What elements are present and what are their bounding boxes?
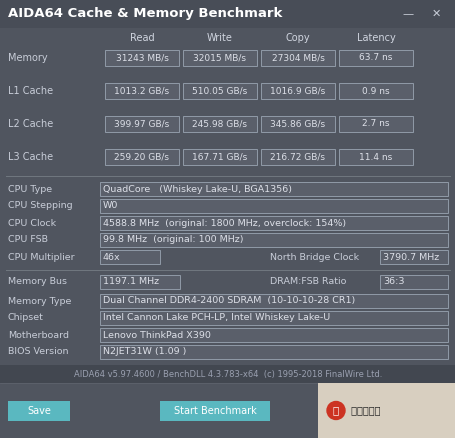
Bar	[100, 182, 447, 196]
Text: L3 Cache: L3 Cache	[8, 152, 53, 162]
Text: Start Benchmark: Start Benchmark	[173, 406, 256, 416]
Text: L2 Cache: L2 Cache	[8, 119, 53, 129]
Bar	[379, 250, 447, 264]
Text: AIDA64 Cache & Memory Benchmark: AIDA64 Cache & Memory Benchmark	[8, 7, 282, 21]
Text: ✕: ✕	[431, 9, 440, 19]
Bar	[260, 50, 334, 66]
Text: North Bridge Clock: North Bridge Clock	[269, 252, 359, 261]
Bar	[100, 216, 447, 230]
Text: 31243 MB/s: 31243 MB/s	[115, 53, 168, 63]
Text: —: —	[401, 9, 412, 19]
Bar	[105, 116, 179, 132]
Bar	[338, 116, 412, 132]
Text: 259.20 GB/s: 259.20 GB/s	[114, 152, 169, 162]
Text: 1016.9 GB/s: 1016.9 GB/s	[270, 86, 325, 95]
Text: Dual Channel DDR4-2400 SDRAM  (10-10-10-28 CR1): Dual Channel DDR4-2400 SDRAM (10-10-10-2…	[103, 297, 354, 305]
Bar	[182, 116, 257, 132]
Text: 399.97 GB/s: 399.97 GB/s	[114, 120, 169, 128]
Bar	[100, 311, 447, 325]
Text: 1197.1 MHz: 1197.1 MHz	[103, 278, 159, 286]
Text: Memory: Memory	[8, 53, 47, 63]
Bar	[260, 83, 334, 99]
Bar	[105, 50, 179, 66]
Text: Motherboard: Motherboard	[8, 331, 69, 339]
Text: 3790.7 MHz: 3790.7 MHz	[382, 252, 438, 261]
Text: 245.98 GB/s: 245.98 GB/s	[192, 120, 247, 128]
Text: 216.72 GB/s: 216.72 GB/s	[270, 152, 325, 162]
Text: Latency: Latency	[356, 33, 394, 43]
Bar	[182, 149, 257, 165]
Text: 345.86 GB/s: 345.86 GB/s	[270, 120, 325, 128]
Text: 510.05 GB/s: 510.05 GB/s	[192, 86, 247, 95]
Text: Save: Save	[27, 406, 51, 416]
Bar	[105, 83, 179, 99]
Bar	[182, 83, 257, 99]
Text: Intel Cannon Lake PCH-LP, Intel Whiskey Lake-U: Intel Cannon Lake PCH-LP, Intel Whiskey …	[103, 314, 329, 322]
Text: Memory Bus: Memory Bus	[8, 278, 67, 286]
Text: 1013.2 GB/s: 1013.2 GB/s	[114, 86, 169, 95]
Text: 167.71 GB/s: 167.71 GB/s	[192, 152, 247, 162]
Text: CPU Multiplier: CPU Multiplier	[8, 252, 75, 261]
Bar	[379, 275, 447, 289]
Text: 63.7 ns: 63.7 ns	[359, 53, 392, 63]
Text: CPU Clock: CPU Clock	[8, 219, 56, 227]
Text: 32015 MB/s: 32015 MB/s	[193, 53, 246, 63]
Text: 4588.8 MHz  (original: 1800 MHz, overclock: 154%): 4588.8 MHz (original: 1800 MHz, overcloc…	[103, 219, 345, 227]
Text: 99.8 MHz  (original: 100 MHz): 99.8 MHz (original: 100 MHz)	[103, 236, 243, 244]
Bar	[100, 328, 447, 342]
Bar	[100, 250, 160, 264]
Bar	[100, 275, 180, 289]
Text: CPU FSB: CPU FSB	[8, 236, 48, 244]
Text: 36:3: 36:3	[382, 278, 404, 286]
Bar	[100, 345, 447, 359]
Bar	[0, 0, 455, 28]
Text: W0: W0	[103, 201, 118, 211]
Bar	[338, 149, 412, 165]
Bar	[182, 50, 257, 66]
Bar	[160, 400, 269, 420]
Text: 什么值得买: 什么值得买	[347, 406, 379, 416]
Text: CPU Type: CPU Type	[8, 184, 52, 194]
Text: DRAM:FSB Ratio: DRAM:FSB Ratio	[269, 278, 346, 286]
Bar	[100, 199, 447, 213]
Text: Memory Type: Memory Type	[8, 297, 71, 305]
Bar	[0, 365, 455, 383]
Text: 27304 MB/s: 27304 MB/s	[271, 53, 324, 63]
Text: AIDA64 v5.97.4600 / BenchDLL 4.3.783-x64  (c) 1995-2018 FinalWire Ltd.: AIDA64 v5.97.4600 / BenchDLL 4.3.783-x64…	[74, 370, 381, 378]
Text: Copy: Copy	[285, 33, 310, 43]
Text: 11.4 ns: 11.4 ns	[359, 152, 392, 162]
Text: 2.7 ns: 2.7 ns	[361, 120, 389, 128]
Bar	[338, 83, 412, 99]
Circle shape	[326, 402, 344, 420]
Text: Read: Read	[129, 33, 154, 43]
Bar	[0, 383, 455, 438]
Text: Lenovo ThinkPad X390: Lenovo ThinkPad X390	[103, 331, 210, 339]
Text: QuadCore   (Whiskey Lake-U, BGA1356): QuadCore (Whiskey Lake-U, BGA1356)	[103, 184, 291, 194]
Text: Write: Write	[207, 33, 233, 43]
Text: CPU Stepping: CPU Stepping	[8, 201, 72, 211]
Text: N2JET31W (1.09 ): N2JET31W (1.09 )	[103, 347, 186, 357]
Bar	[100, 294, 447, 308]
Bar	[260, 116, 334, 132]
Bar	[260, 149, 334, 165]
Text: L1 Cache: L1 Cache	[8, 86, 53, 96]
Bar	[338, 50, 412, 66]
Text: 46x: 46x	[103, 252, 121, 261]
Bar	[105, 149, 179, 165]
Bar	[100, 233, 447, 247]
Text: Chipset: Chipset	[8, 314, 44, 322]
Bar	[317, 383, 455, 438]
Text: BIOS Version: BIOS Version	[8, 347, 68, 357]
Bar	[8, 400, 70, 420]
Text: 0.9 ns: 0.9 ns	[361, 86, 389, 95]
Text: 值: 值	[332, 406, 339, 416]
